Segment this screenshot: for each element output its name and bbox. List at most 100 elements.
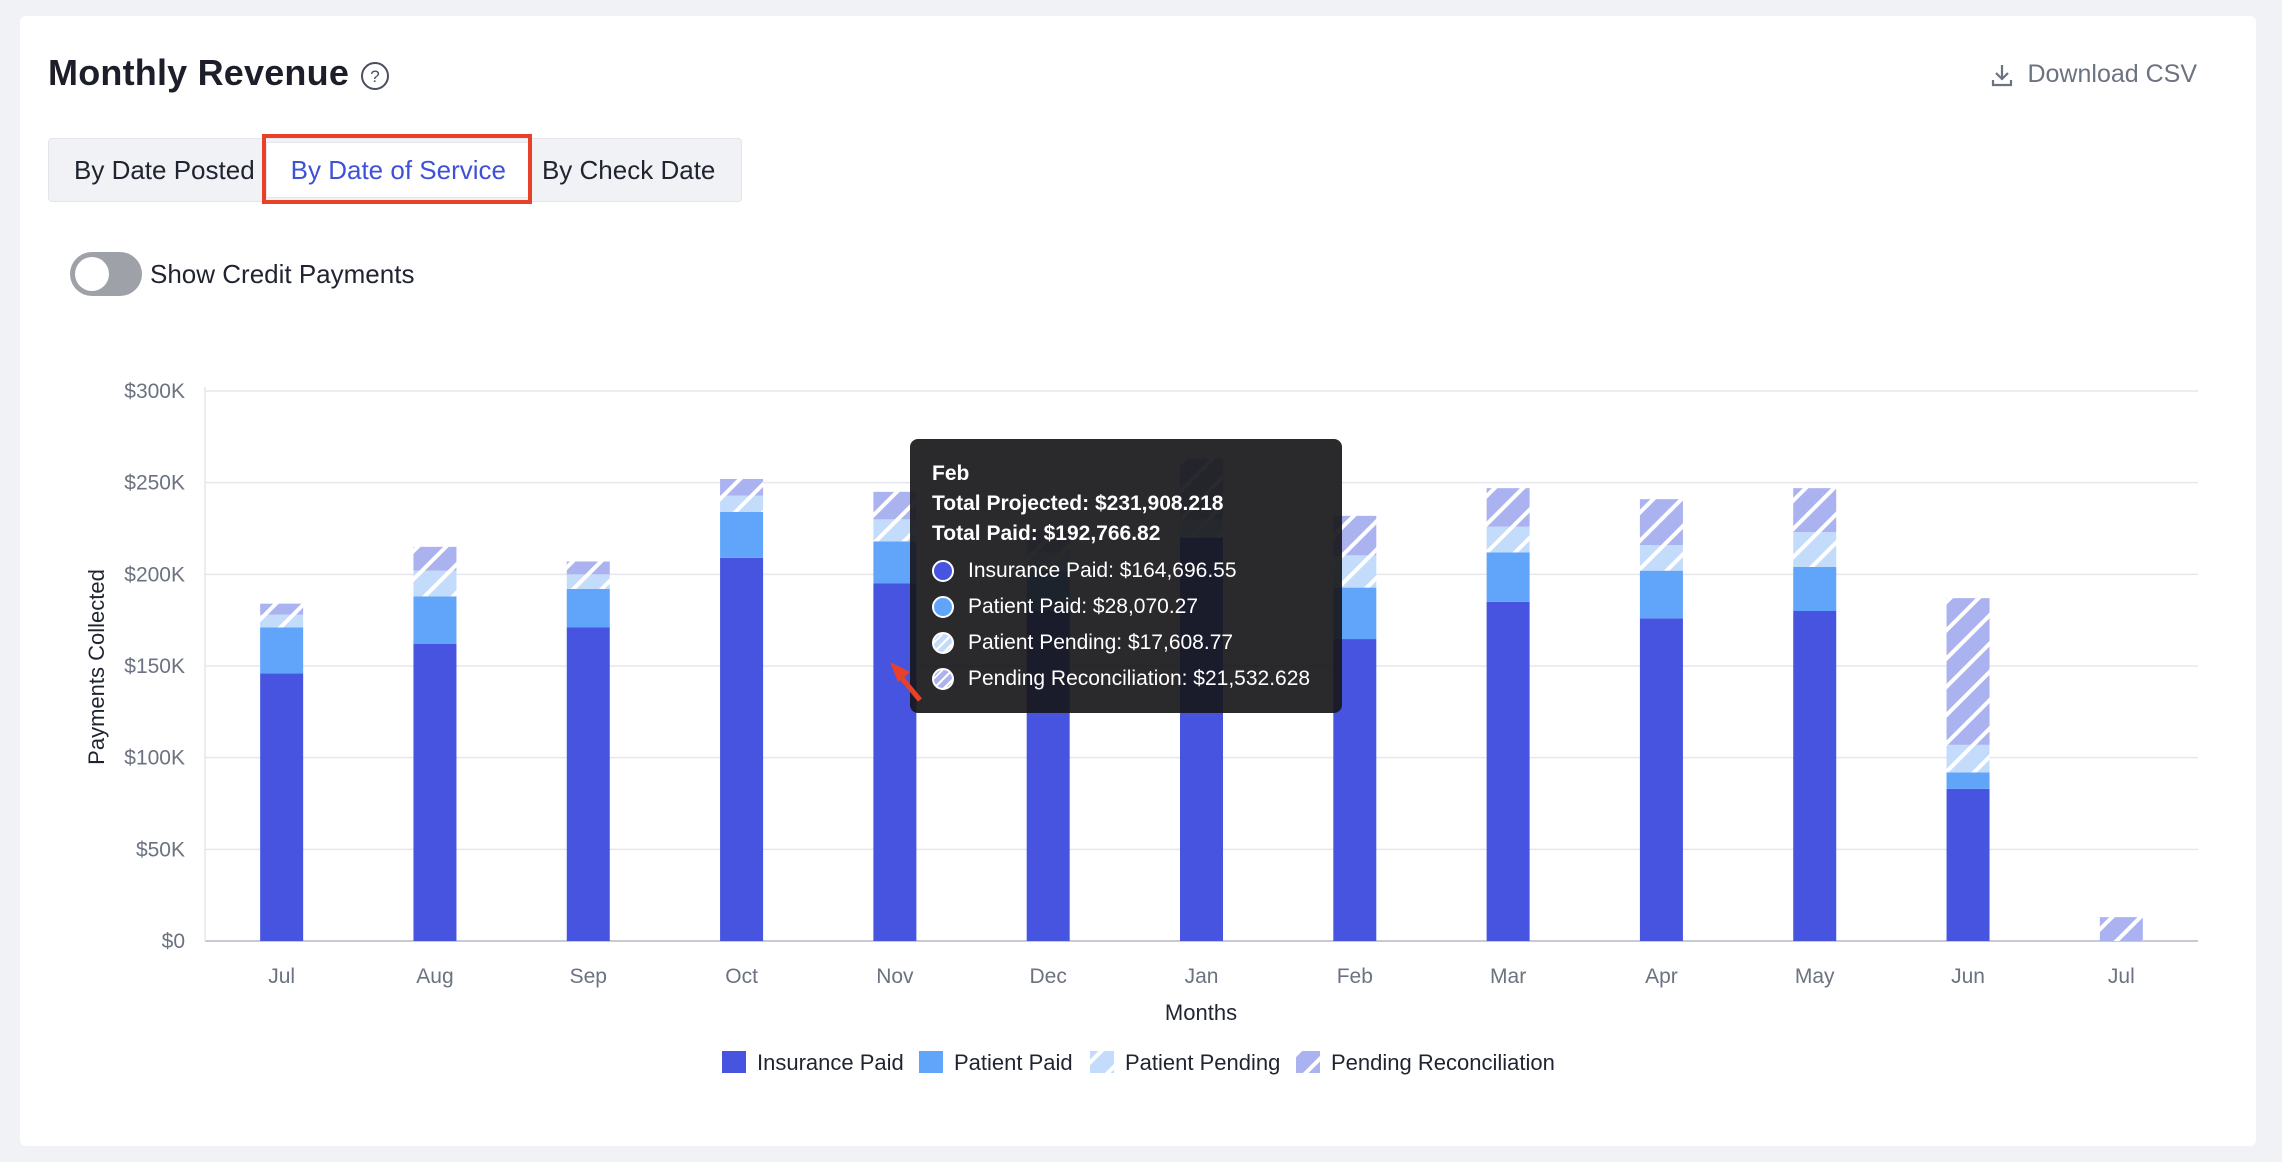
tooltip-row: Patient Paid: $28,070.27 xyxy=(932,589,1320,625)
legend-label: Patient Paid xyxy=(954,1050,1073,1075)
bar-patient-pending[interactable] xyxy=(873,519,917,542)
x-tick-label: Feb xyxy=(1337,965,1373,988)
bar-insurance-paid[interactable] xyxy=(1639,618,1683,941)
legend-label: Patient Pending xyxy=(1125,1050,1280,1075)
x-tick-label: Apr xyxy=(1645,965,1678,988)
insurance-paid-dot-icon xyxy=(932,560,954,582)
tooltip-row-label: Pending Reconciliation: $21,532.628 xyxy=(968,667,1311,690)
x-tick-label: Jul xyxy=(268,965,295,988)
bar-pending-reconciliation[interactable] xyxy=(1793,488,1837,533)
patient-paid-dot-icon xyxy=(932,596,954,618)
x-tick-label: Nov xyxy=(876,965,914,988)
y-tick-label: $0 xyxy=(162,930,185,953)
bar-insurance-paid[interactable] xyxy=(413,644,457,941)
bar-patient-pending[interactable] xyxy=(413,570,457,597)
bar-insurance-paid[interactable] xyxy=(720,557,764,941)
chart-tooltip: Feb Total Projected: $231,908.218 Total … xyxy=(910,439,1342,713)
x-tick-label: Oct xyxy=(725,965,758,988)
tooltip-row-label: Patient Pending: $17,608.77 xyxy=(968,631,1234,654)
y-axis-title: Payments Collected xyxy=(84,569,109,765)
bar-patient-paid[interactable] xyxy=(566,589,610,628)
legend-swatch xyxy=(1090,1051,1114,1073)
tooltip-row-label: Insurance Paid: $164,696.55 xyxy=(968,559,1237,582)
y-tick-label: $150K xyxy=(124,655,185,678)
bar-patient-pending[interactable] xyxy=(1486,526,1530,553)
bar-pending-reconciliation[interactable] xyxy=(413,546,457,571)
y-tick-label: $300K xyxy=(124,380,185,403)
download-csv-label: Download CSV xyxy=(2027,60,2197,88)
bar-patient-paid[interactable] xyxy=(1793,567,1837,611)
bar-patient-paid[interactable] xyxy=(413,596,457,644)
bar-pending-reconciliation[interactable] xyxy=(1486,488,1530,527)
y-tick-label: $100K xyxy=(124,747,185,770)
x-tick-label: Sep xyxy=(570,965,607,988)
bar-insurance-paid[interactable] xyxy=(873,583,917,942)
bar-patient-pending[interactable] xyxy=(1793,532,1837,567)
pending-reconciliation-dot-icon xyxy=(932,668,954,690)
x-tick-label: Jul xyxy=(2108,965,2135,988)
tooltip-row: Insurance Paid: $164,696.55 xyxy=(932,553,1320,589)
tab-by-date-of-service[interactable]: By Date of Service xyxy=(266,143,530,197)
bar-insurance-paid[interactable] xyxy=(1946,788,1990,941)
legend-label: Insurance Paid xyxy=(757,1050,904,1075)
x-tick-label: May xyxy=(1795,965,1835,988)
bar-insurance-paid[interactable] xyxy=(566,627,610,942)
tooltip-total-paid: Total Paid: $192,766.82 xyxy=(932,522,1161,545)
bar-pending-reconciliation[interactable] xyxy=(1946,598,1990,745)
toggle-knob xyxy=(75,257,109,291)
svg-text:?: ? xyxy=(370,67,379,86)
annotation-arrow-icon xyxy=(890,662,922,702)
bar-patient-paid[interactable] xyxy=(873,541,917,584)
legend-pending-reconciliation[interactable]: Pending Reconciliation xyxy=(1296,1050,1555,1075)
x-tick-label: Mar xyxy=(1490,965,1526,988)
page-title: Monthly Revenue xyxy=(48,52,350,93)
bar-insurance-paid[interactable] xyxy=(1486,601,1530,941)
x-axis-title: Months xyxy=(1165,1000,1237,1025)
x-tick-label: Aug xyxy=(416,965,453,988)
credit-payments-toggle[interactable] xyxy=(70,252,142,296)
bar-patient-paid[interactable] xyxy=(1946,772,1990,789)
legend-patient-pending[interactable]: Patient Pending xyxy=(1090,1050,1280,1075)
patient-pending-dot-icon xyxy=(932,632,954,654)
bar-pending-reconciliation[interactable] xyxy=(1639,499,1683,545)
bar-pending-reconciliation[interactable] xyxy=(566,561,610,575)
x-tick-label: Jun xyxy=(1951,965,1985,988)
tooltip-row-label: Patient Paid: $28,070.27 xyxy=(968,595,1199,618)
bar-pending-reconciliation[interactable] xyxy=(260,603,304,615)
bar-patient-pending[interactable] xyxy=(720,495,764,513)
x-tick-label: Dec xyxy=(1030,965,1067,988)
bar-patient-paid[interactable] xyxy=(1639,570,1683,619)
legend-insurance-paid[interactable]: Insurance Paid xyxy=(722,1050,904,1075)
bar-insurance-paid[interactable] xyxy=(1793,611,1837,941)
help-icon[interactable]: ? xyxy=(360,61,390,91)
tooltip-month: Feb xyxy=(932,462,970,485)
tab-by-date-posted[interactable]: By Date Posted xyxy=(74,155,255,185)
bar-patient-paid[interactable] xyxy=(260,627,304,674)
download-csv-button[interactable]: Download CSV xyxy=(1991,60,2197,89)
bar-pending-reconciliation[interactable] xyxy=(720,479,764,496)
bar-patient-paid[interactable] xyxy=(1486,552,1530,602)
y-tick-label: $200K xyxy=(124,563,185,586)
bar-patient-pending[interactable] xyxy=(566,574,610,589)
credit-payments-label: Show Credit Payments xyxy=(150,258,415,289)
bar-pending-reconciliation[interactable] xyxy=(2099,917,2143,941)
y-tick-label: $250K xyxy=(124,472,185,495)
legend-label: Pending Reconciliation xyxy=(1331,1050,1555,1075)
y-tick-label: $50K xyxy=(136,838,185,861)
legend-swatch xyxy=(722,1051,746,1073)
tooltip-row: Patient Pending: $17,608.77 xyxy=(932,625,1320,661)
bar-patient-pending[interactable] xyxy=(1639,545,1683,571)
legend-swatch xyxy=(1296,1051,1320,1073)
bar-patient-pending[interactable] xyxy=(260,614,304,628)
credit-payments-toggle-group: Show Credit Payments xyxy=(70,252,414,296)
x-tick-label: Jan xyxy=(1185,965,1219,988)
tab-by-check-date[interactable]: By Check Date xyxy=(541,155,716,185)
bar-insurance-paid[interactable] xyxy=(260,673,304,941)
bar-pending-reconciliation[interactable] xyxy=(873,491,917,520)
legend-swatch xyxy=(919,1051,943,1073)
legend-patient-paid[interactable]: Patient Paid xyxy=(919,1050,1073,1075)
bar-patient-paid[interactable] xyxy=(720,512,764,558)
tooltip-total-projected: Total Projected: $231,908.218 xyxy=(932,492,1224,515)
bar-patient-pending[interactable] xyxy=(1946,744,1990,773)
tooltip-row: Pending Reconciliation: $21,532.628 xyxy=(932,661,1320,697)
